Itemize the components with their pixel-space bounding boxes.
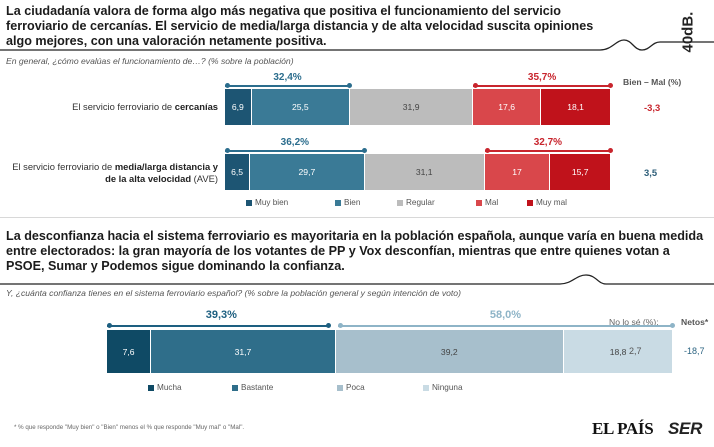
legend-item: Muy bien (246, 198, 288, 207)
legend-item: Poca (337, 383, 365, 392)
net-value: 3,5 (644, 167, 658, 178)
bar-segment: 6,9 (225, 89, 251, 125)
legend-label: Ninguna (432, 383, 463, 392)
legend-swatch (148, 384, 154, 391)
category-label: El servicio ferroviario de media/larga d… (12, 161, 218, 184)
legend-label: Muy mal (536, 198, 567, 207)
bracket-dot (225, 83, 230, 88)
negative-bracket (337, 325, 674, 327)
bar-segment: 31,1 (364, 154, 484, 190)
legend-label: Mal (485, 198, 499, 207)
bracket-dot (484, 148, 490, 153)
legend-item: Ninguna (423, 383, 463, 392)
category-label-bold: cercanías (174, 101, 218, 112)
decorative-wave (0, 39, 714, 51)
legend-item: Bien (335, 198, 360, 207)
positive-bracket (225, 150, 364, 152)
legend-swatch (476, 199, 482, 206)
divider (0, 217, 714, 218)
positive-bracket (225, 85, 350, 87)
legend-label: Muy bien (255, 198, 289, 207)
negative-bracket (473, 85, 611, 87)
headline-1: La ciudadanía valora de forma algo más n… (6, 4, 594, 48)
bracket-dot (325, 323, 331, 328)
negative-bracket (484, 150, 611, 152)
legend-2: Mucha Bastante Poca Ninguna (0, 383, 714, 395)
legend-label: Bastante (241, 383, 274, 392)
bar-segment: 39,2 (335, 330, 563, 373)
legend-swatch (397, 199, 403, 206)
negative-total: 58,0% (489, 309, 522, 321)
legend-swatch (527, 199, 533, 206)
brand-elpais: EL PAÍS (592, 419, 654, 438)
positive-bracket (107, 325, 328, 327)
bar-segment: 18,8 (563, 330, 673, 373)
positive-total: 32,4% (273, 72, 302, 83)
bar-segment: 7,6 (107, 330, 151, 373)
positive-total: 39,3% (205, 309, 237, 321)
bracket-dot (608, 83, 613, 88)
decorative-wave-2 (0, 274, 714, 285)
brand-ser: SER (668, 419, 703, 438)
legend-swatch (232, 384, 238, 391)
legend-swatch (335, 199, 341, 206)
bracket-dot (608, 148, 613, 153)
bracket-dot (361, 148, 367, 153)
negative-total: 35,7% (527, 72, 557, 83)
bracket-dot (473, 83, 479, 88)
bracket-dot (107, 323, 112, 328)
legend-label: Regular (406, 198, 435, 207)
positive-total: 36,2% (280, 137, 310, 148)
no-lo-se-value: 2,7 (629, 346, 642, 356)
footnote: * % que responde "Muy bien" o "Bien" men… (14, 424, 245, 431)
question-2: Y, ¿cuánta confianza tienes en el sistem… (6, 288, 461, 298)
bar-segment: 25,5 (251, 89, 350, 125)
bracket-dot (347, 83, 353, 88)
bracket-dot (670, 323, 676, 328)
legend-item: Mal (476, 198, 498, 207)
category-label: El servicio ferroviario de cercanías (72, 101, 218, 112)
nose-header: No lo sé (%): (609, 317, 659, 327)
bar-segment: 6,5 (225, 154, 250, 190)
legend-label: Mucha (157, 383, 182, 392)
net-value: -3,3 (644, 102, 661, 113)
legend-label: Poca (346, 383, 365, 392)
bar-segment: 17 (484, 154, 550, 190)
legend-item: Bastante (232, 383, 273, 392)
legend-1: Muy bien Bien Regular Mal Muy mal (0, 198, 714, 210)
legend-swatch (246, 199, 252, 206)
legend-swatch (337, 384, 343, 391)
bar-segment: 31,9 (350, 89, 473, 125)
bar-segment: 31,7 (151, 330, 335, 373)
legend-item: Muy mal (527, 198, 567, 207)
negative-total: 32,7% (533, 137, 563, 148)
bracket-dot (225, 148, 230, 153)
category-label-bold: media/larga distancia y de la alta veloc… (105, 161, 218, 184)
net-header: Bien – Mal (%) (623, 77, 682, 87)
bar-segment: 18,1 (541, 89, 610, 125)
bar-segment: 29,7 (250, 154, 364, 190)
net-value: -18,7 (684, 346, 705, 356)
bracket-dot (337, 323, 343, 328)
legend-item: Regular (397, 198, 435, 207)
legend-item: Mucha (148, 383, 182, 392)
headline-2: La desconfianza hacia el sistema ferrovi… (6, 229, 704, 273)
netos-header: Netos* (681, 317, 709, 327)
chart-1-satisfaction: El servicio ferroviario de cercanías 6,9 2… (0, 0, 714, 220)
question-1: En general, ¿cómo evalúas el funcionamie… (6, 56, 294, 66)
bar-segment: 17,6 (473, 89, 541, 125)
legend-label: Bien (344, 198, 361, 207)
bar-segment: 15,7 (550, 154, 610, 190)
legend-swatch (423, 384, 429, 391)
